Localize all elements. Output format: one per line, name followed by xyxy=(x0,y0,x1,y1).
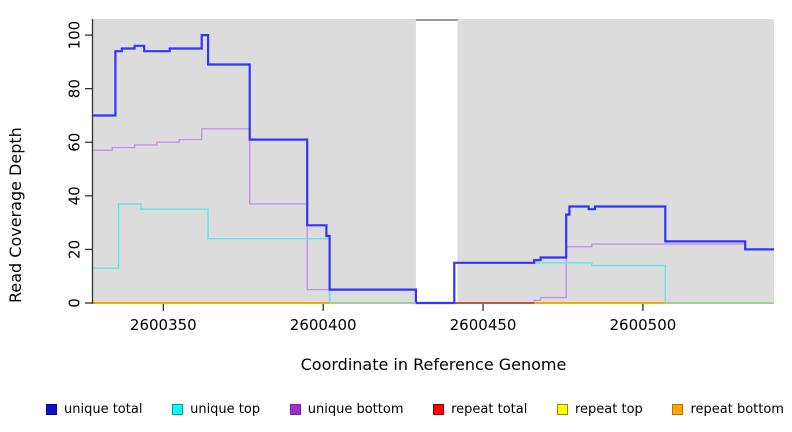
y-tick-label: 0 xyxy=(66,298,84,308)
series-unique-total xyxy=(93,34,774,305)
legend-swatch-unique-top-icon xyxy=(172,403,184,415)
y-tick-label: 80 xyxy=(66,79,84,98)
legend-swatch-repeat-bottom-icon xyxy=(672,403,684,415)
legend-swatch-unique-total-icon xyxy=(46,403,57,415)
legend-swatch-unique-bottom-icon xyxy=(289,403,301,415)
x-tick-label: 2600450 xyxy=(450,316,517,334)
x-axis-label: Coordinate in Reference Genome xyxy=(300,355,567,374)
series-unique-bottom xyxy=(93,128,774,304)
legend-item-unique-top: unique top xyxy=(172,402,260,417)
y-tick-label: 20 xyxy=(66,240,84,259)
y-tick-label: 100 xyxy=(66,21,84,50)
legend-item-unique-total: unique total xyxy=(46,402,142,417)
legend-item-repeat-total: repeat total xyxy=(433,402,527,417)
legend-label-repeat-total: repeat total xyxy=(451,401,528,417)
legend-label-unique-top: unique top xyxy=(190,401,261,417)
legend-swatch-repeat-total-icon xyxy=(433,403,445,415)
y-tick-label: 60 xyxy=(66,133,84,152)
legend-label-repeat-bottom: repeat bottom xyxy=(690,401,784,417)
legend-item-unique-bottom: unique bottom xyxy=(289,401,404,417)
x-tick-label: 2600400 xyxy=(290,316,357,334)
x-tick-label: 2600500 xyxy=(610,316,677,334)
legend-item-repeat-bottom: repeat bottom xyxy=(672,402,784,417)
y-axis-label: Read Coverage Depth xyxy=(6,127,25,303)
legend-label-unique-bottom: unique bottom xyxy=(307,401,404,417)
y-tick-label: 40 xyxy=(66,186,84,205)
legend-label-unique-total: unique total xyxy=(64,401,143,417)
masked-region xyxy=(415,19,458,303)
legend-swatch-repeat-top-icon xyxy=(557,403,568,415)
legend-item-repeat-top: repeat top xyxy=(557,402,643,417)
legend-label-repeat-top: repeat top xyxy=(575,401,643,417)
x-tick-label: 2600350 xyxy=(130,316,197,334)
legend: unique total unique top unique bottom re… xyxy=(46,398,784,420)
